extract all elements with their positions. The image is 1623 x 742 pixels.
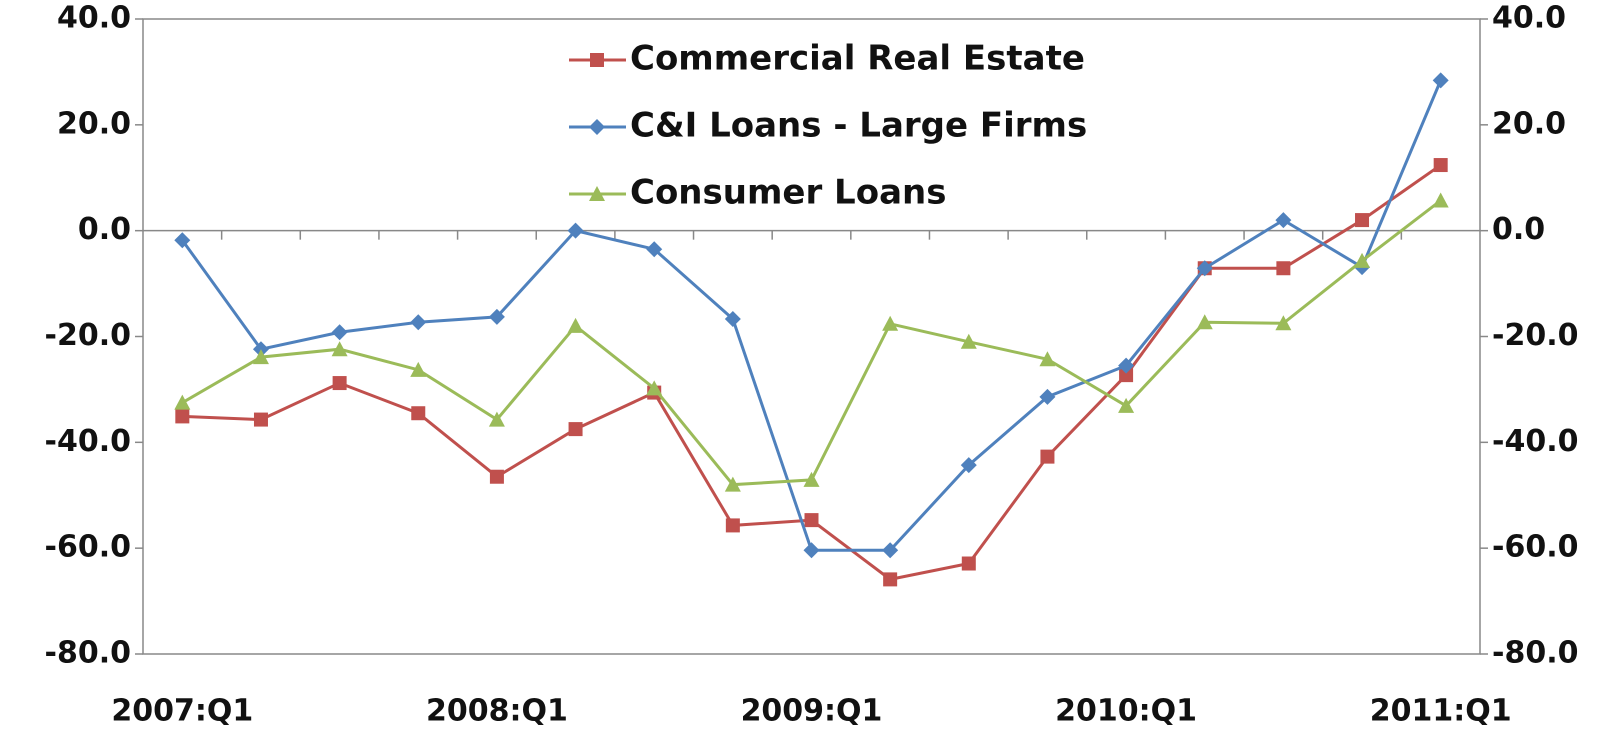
marker [489,469,504,484]
legend-marker [589,186,605,201]
marker [488,411,505,427]
marker [332,376,347,391]
marker [567,222,584,239]
y-tick-label: -20.0 [45,318,131,353]
marker [568,422,583,437]
marker [724,476,741,492]
marker [410,361,427,377]
x-tick-label: 2011:Q1 [1370,694,1512,729]
marker [803,542,820,559]
marker [252,349,269,365]
marker [1196,314,1213,330]
x-tick-label: 2007:Q1 [111,694,253,729]
marker [804,513,819,528]
marker [646,241,663,258]
y-tick-label: -80.0 [45,636,131,671]
marker [174,394,191,410]
marker [411,406,426,421]
marker [1040,449,1055,464]
x-tick-label: 2010:Q1 [1055,694,1197,729]
marker [1433,158,1448,173]
marker [1432,192,1449,208]
marker [1118,357,1135,374]
marker [960,457,977,474]
marker [1196,260,1213,277]
y2-tick-label: 20.0 [1492,106,1566,141]
series-line [181,199,1442,487]
marker [1355,213,1370,228]
marker [1354,252,1371,268]
legend-marker [589,119,605,135]
marker [1275,212,1292,229]
marker [1118,397,1135,413]
marker [331,324,348,341]
marker [1119,368,1134,383]
marker [960,333,977,349]
marker [803,471,820,487]
marker [1432,72,1449,89]
marker [883,572,898,587]
legend-label: Commercial Real Estate [630,39,1085,79]
y2-tick-label: -40.0 [1492,424,1578,459]
legend-label: Consumer Loans [630,173,946,213]
y2-tick-label: -60.0 [1492,530,1578,565]
y-tick-label: 20.0 [57,106,131,141]
marker [646,380,663,396]
y-tick-label: 40.0 [57,1,131,36]
y-tick-label: -60.0 [45,530,131,565]
marker [410,314,427,331]
x-tick-label: 2009:Q1 [741,694,883,729]
y2-tick-label: 40.0 [1492,1,1566,36]
marker [1276,261,1291,276]
y2-tick-label: -80.0 [1492,636,1578,671]
marker [882,315,899,331]
marker [331,341,348,357]
marker [174,232,191,249]
marker [567,317,584,333]
marker [175,409,190,424]
legend-label: C&I Loans - Large Firms [630,106,1087,146]
marker [724,311,741,328]
marker [253,412,268,427]
marker [1275,315,1292,331]
y2-tick-label: 0.0 [1492,212,1545,247]
marker [882,542,899,559]
marker [961,556,976,571]
legend-marker [590,53,604,67]
y-tick-label: -40.0 [45,424,131,459]
y2-tick-label: -20.0 [1492,318,1578,353]
y-tick-label: 0.0 [78,212,131,247]
marker [1039,351,1056,367]
marker [488,308,505,325]
marker [1039,388,1056,405]
x-tick-label: 2008:Q1 [426,694,568,729]
marker [725,518,740,533]
